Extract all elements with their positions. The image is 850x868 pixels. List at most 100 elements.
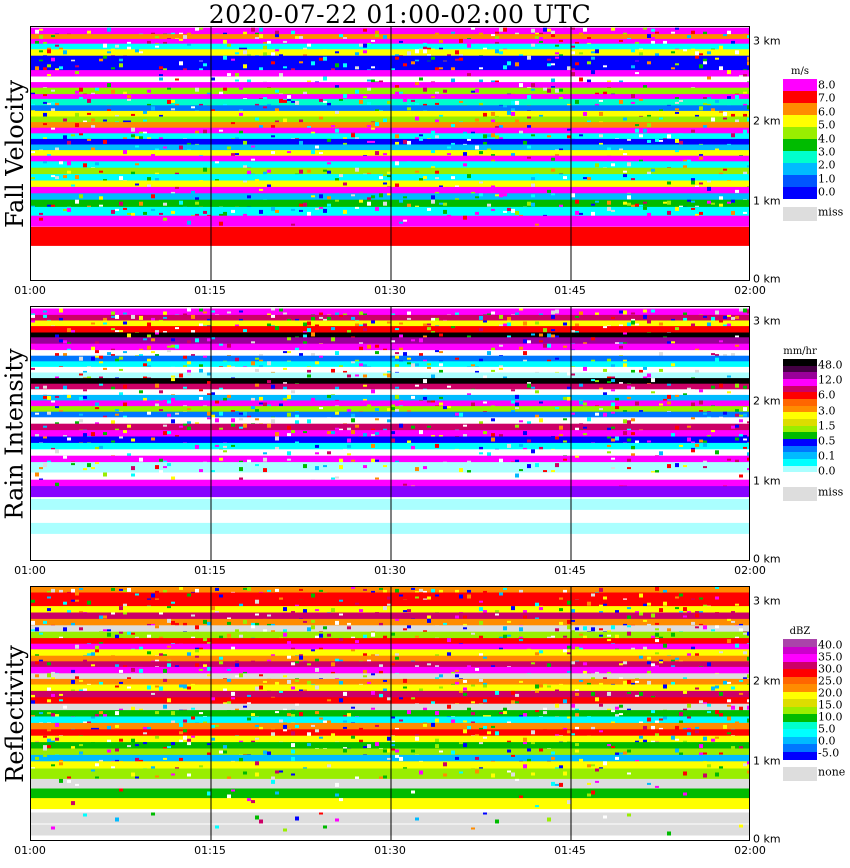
refl-noise-cell [123, 665, 127, 669]
refl-noise-cell [151, 766, 155, 771]
refl-noise-cell [591, 726, 595, 731]
fall-noise-cell [735, 95, 739, 100]
refl-legend-swatch [783, 654, 817, 662]
fall-legend: m/s 8.0 7.0 6.0 5.0 4.0 3.0 2.0 1.0 0.0 miss [783, 66, 850, 266]
refl-noise-cell [171, 720, 175, 724]
rain-noise-cell [479, 452, 483, 455]
fall-noise-cell [75, 65, 79, 68]
fall-noise-cell [327, 102, 331, 106]
refl-noise-cell [499, 712, 503, 715]
fall-noise-cell [299, 209, 303, 212]
fall-noise-cell [371, 79, 375, 84]
refl-noise-cell [143, 732, 147, 735]
fall-noise-cell [303, 54, 307, 57]
fall-noise-cell [63, 118, 67, 122]
refl-noise-cell [95, 763, 99, 767]
rain-noise-cell [255, 357, 259, 360]
refl-noise-cell [239, 673, 243, 678]
fall-noise-cell [335, 128, 339, 133]
refl-noise-cell [579, 758, 583, 763]
refl-noise-cell [707, 703, 711, 707]
fall-noise-cell [271, 125, 275, 129]
rain-noise-cell [731, 425, 735, 429]
refl-noise-cell [711, 629, 715, 632]
rain-noise-cell [435, 317, 439, 322]
fall-noise-cell [259, 188, 263, 191]
refl-noise-cell [683, 677, 687, 681]
rain-noise-cell [87, 463, 91, 468]
rain-noise-cell [287, 337, 291, 341]
fall-noise-cell [431, 150, 435, 154]
refl-noise-cell [567, 600, 571, 605]
rain-noise-cell [439, 363, 443, 367]
refl-noise-cell [559, 782, 563, 787]
refl-noise-cell [367, 626, 371, 629]
rain-noise-cell [667, 401, 671, 405]
fall-band-fill [31, 138, 749, 150]
refl-noise-cell [583, 635, 587, 639]
fall-noise-cell [611, 27, 615, 31]
rain-noise-cell [203, 311, 207, 314]
refl-noise-cell [315, 685, 319, 690]
refl-noise-cell [467, 725, 471, 730]
fall-noise-cell [547, 28, 551, 32]
rain-noise-cell [571, 412, 575, 415]
refl-legend-label: 0.0 [818, 734, 836, 748]
refl-noise-cell [735, 603, 739, 606]
fall-noise-cell [567, 128, 571, 131]
refl-noise-cell [619, 677, 623, 680]
refl-legend-swatch [783, 729, 817, 737]
fall-noise-cell [551, 63, 555, 66]
fall-noise-cell [691, 200, 695, 203]
fall-noise-cell [303, 202, 307, 207]
rain-noise-cell [363, 328, 367, 332]
refl-noise-cell [415, 635, 419, 638]
fall-noise-cell [327, 162, 331, 165]
fall-noise-cell [571, 68, 575, 72]
fall-noise-cell [155, 148, 159, 152]
rain-noise-cell [491, 347, 495, 351]
rain-noise-cell [467, 393, 471, 396]
fall-noise-cell [43, 137, 47, 141]
fall-noise-cell [299, 169, 303, 174]
refl-noise-cell [503, 626, 507, 631]
refl-noise-cell [463, 623, 467, 626]
fall-noise-cell [431, 130, 435, 135]
refl-noise-cell [171, 764, 175, 769]
refl-noise-cell [119, 588, 123, 591]
fall-noise-cell [307, 211, 311, 216]
fall-noise-cell [283, 118, 287, 123]
refl-noise-cell [139, 668, 143, 673]
rain-noise-cell [351, 430, 355, 435]
rain-noise-cell [627, 458, 631, 462]
refl-noise-cell [91, 716, 95, 719]
fall-noise-cell [127, 41, 131, 45]
fall-noise-cell [51, 57, 55, 62]
fall-noise-cell [235, 52, 239, 55]
refl-noise-cell [155, 685, 159, 688]
fall-ylabel-text: Fall Velocity [1, 79, 29, 228]
fall-noise-cell [479, 79, 483, 83]
fall-noise-cell [191, 106, 195, 109]
refl-noise-cell [471, 701, 475, 704]
rain-noise-cell [167, 431, 171, 435]
rain-noise-cell [387, 321, 391, 324]
fall-noise-cell [559, 39, 563, 42]
rain-noise-cell [699, 439, 703, 443]
refl-noise-cell [387, 688, 391, 691]
fall-noise-cell [419, 138, 423, 141]
fall-noise-cell [531, 83, 535, 88]
fall-noise-cell [563, 176, 567, 180]
rain-noise-cell [703, 442, 707, 447]
fall-noise-cell [299, 119, 303, 124]
rain-noise-cell [691, 447, 695, 450]
rain-noise-cell [727, 314, 731, 317]
fall-noise-cell [683, 49, 687, 52]
refl-noise-cell [255, 622, 259, 627]
rain-noise-cell [115, 413, 119, 416]
fall-noise-cell [119, 176, 123, 181]
fall-noise-cell [327, 138, 331, 142]
rain-band-fill [31, 436, 749, 448]
fall-noise-cell [483, 47, 487, 51]
fall-noise-cell [39, 217, 43, 221]
